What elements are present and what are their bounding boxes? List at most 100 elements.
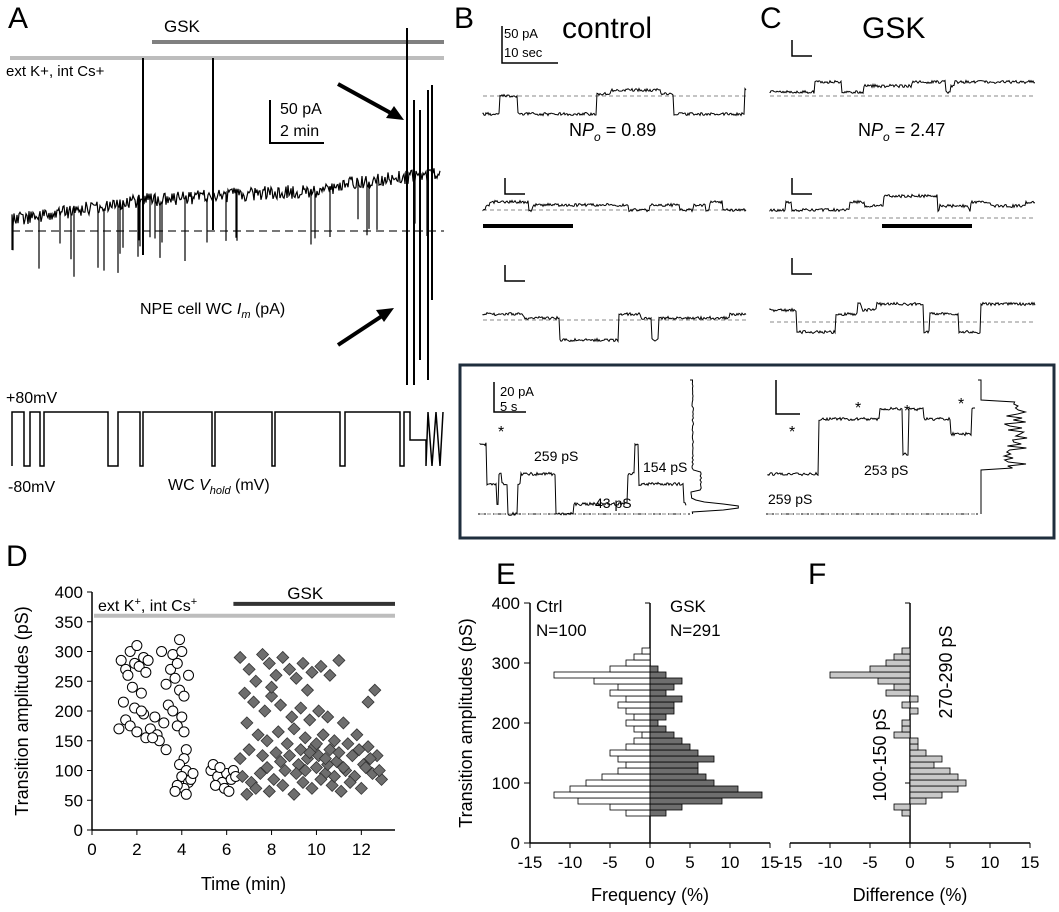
f-bar-difference: [909, 743, 919, 751]
e-bar-ctrl: [617, 755, 651, 763]
gsk-bar-label: GSK: [164, 17, 201, 36]
d-point-control: [214, 762, 226, 774]
d-point-gsk: [258, 704, 272, 718]
e-bar-ctrl: [585, 779, 651, 787]
e-bar-ctrl: [617, 701, 651, 709]
d-point-gsk: [325, 778, 339, 792]
arrow-lower-head: [376, 308, 394, 322]
e-bar-ctrl: [609, 689, 651, 697]
d-point-gsk: [309, 760, 324, 775]
f-bar-difference: [909, 737, 919, 745]
inset-histogram-right: [978, 379, 1028, 514]
chartE-y-tick-label: 300: [492, 654, 520, 673]
chartE-x-label: Frequency (%): [591, 885, 709, 905]
panel-c: C GSK NPo = 2.47: [760, 2, 1036, 335]
d-point-gsk: [305, 781, 319, 795]
d-point-gsk: [280, 737, 294, 751]
inset-scale-s: 5 s: [500, 399, 518, 414]
panel-d-chart: 0 50 100 150 200 250 300 350 400 0 2 4 6 8 10 12 Time (m…: [12, 583, 395, 894]
d-point-gsk: [309, 737, 324, 751]
d-point-gsk: [316, 728, 330, 742]
d-point-gsk: [343, 775, 357, 789]
e-bar-ctrl: [609, 665, 651, 673]
panel-e-letter: E: [496, 558, 516, 591]
e-bar-gsk: [649, 701, 675, 709]
d-ext-annotation: ext K+, int Cs+: [98, 596, 197, 615]
d-point-gsk: [294, 701, 308, 715]
e-bar-ctrl: [641, 731, 651, 739]
d-point-gsk: [238, 686, 252, 700]
panel-b-title: control: [562, 12, 652, 45]
e-bar-gsk: [649, 767, 699, 775]
e-bar-gsk: [649, 719, 659, 727]
d-point-gsk: [327, 769, 341, 784]
d-point-gsk: [332, 746, 346, 760]
d-point-gsk: [361, 695, 375, 709]
d-point-control: [178, 726, 190, 738]
d-x-tick-label: 0: [87, 840, 96, 859]
npo-control: NPo = 0.89: [569, 120, 656, 144]
e-bar-gsk: [649, 791, 763, 799]
d-point-control: [142, 654, 154, 666]
d-point-gsk: [332, 653, 346, 667]
panel-b-letter: B: [454, 2, 474, 35]
f-bar-difference: [893, 803, 911, 811]
d-point-gsk: [262, 784, 276, 798]
d-x-tick-label: 6: [222, 840, 231, 859]
scale-pa-label: 50 pA: [280, 101, 322, 118]
f-bar-difference: [901, 809, 911, 817]
chartE-y-tick-label: 200: [492, 714, 520, 733]
f-bar-difference: [901, 647, 911, 655]
star-2: *: [789, 424, 795, 441]
d-point-control: [187, 767, 199, 779]
f-bar-difference: [909, 749, 927, 757]
d-point-control: [149, 711, 161, 723]
panel-f-letter: F: [808, 558, 826, 591]
d-point-control: [169, 672, 181, 684]
e-bar-ctrl: [577, 797, 651, 805]
d-point-gsk: [264, 689, 279, 703]
f-bar-difference: [901, 725, 911, 733]
e-bar-gsk: [649, 809, 667, 817]
d-point-gsk: [253, 766, 267, 781]
d-point-control: [135, 687, 147, 699]
d-point-control: [174, 634, 186, 646]
e-bar-ctrl: [601, 773, 651, 781]
d-point-gsk: [242, 662, 256, 676]
d-point-control: [167, 705, 179, 717]
f-bar-difference: [909, 695, 919, 703]
f-bar-difference: [909, 773, 959, 781]
vhold-label: WC Vhold (mV): [168, 477, 270, 497]
im-label: NPE cell WC Im (pA): [140, 301, 285, 321]
d-y-tick-label: 300: [55, 643, 83, 662]
d-point-gsk: [273, 755, 288, 769]
d-point-gsk: [374, 772, 389, 786]
d-point-gsk: [298, 731, 312, 745]
e-gsk-label: GSK: [670, 597, 707, 616]
d-x-tick-label: 8: [267, 840, 276, 859]
chartF-x-tick-label: 5: [945, 853, 954, 872]
d-point-gsk: [264, 680, 279, 694]
d-point-gsk: [318, 752, 332, 766]
e-bar-gsk: [649, 665, 659, 673]
whole-cell-current-trace: [11, 168, 441, 277]
d-point-gsk: [289, 671, 303, 685]
d-point-control: [131, 640, 143, 652]
e-bar-ctrl: [625, 719, 651, 727]
row-scale-mark: [791, 258, 812, 275]
f-bar-difference: [829, 671, 911, 679]
d-point-gsk: [256, 647, 270, 662]
chartF-x-tick-label: -15: [778, 853, 803, 872]
e-bar-gsk: [649, 785, 739, 793]
inset-traces: [479, 379, 1028, 516]
voltage-protocol-trace: [11, 411, 444, 467]
d-point-gsk: [334, 784, 348, 798]
label-259ps-right: 259 pS: [768, 491, 812, 507]
f-bar-difference: [909, 755, 943, 763]
d-point-gsk: [303, 713, 317, 727]
e-bar-gsk: [649, 743, 691, 751]
d-point-control: [126, 681, 138, 693]
f-bar-difference: [909, 767, 951, 775]
e-bar-gsk: [649, 779, 715, 787]
d-point-control: [167, 648, 179, 660]
